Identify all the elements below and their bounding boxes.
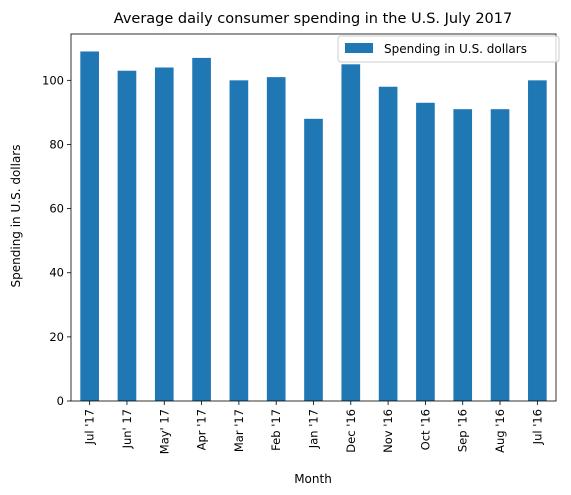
x-tick-label: Dec '16	[344, 409, 358, 453]
y-tick-label: 0	[57, 394, 64, 408]
x-tick-label: Jul '17	[83, 409, 97, 445]
x-axis-label: Month	[294, 472, 332, 486]
chart-title: Average daily consumer spending in the U…	[114, 11, 512, 27]
legend-swatch	[345, 43, 373, 53]
bar	[117, 70, 137, 401]
x-tick-label: Jan '17	[307, 409, 321, 449]
x-tick-label: Aug '16	[493, 409, 507, 453]
bar	[416, 102, 435, 401]
y-axis-label: Spending in U.S. dollars	[9, 145, 23, 288]
bar	[154, 67, 174, 401]
bar	[192, 57, 211, 402]
x-tick-label: Apr '17	[195, 409, 209, 450]
x-tick-label: Nov '16	[381, 409, 395, 453]
bar	[304, 118, 323, 401]
bar	[453, 109, 473, 402]
legend-box	[337, 35, 560, 63]
plot-area: 0 20 40 60 80 100 Jul '17 Jun' 17 May' 17 Apr '1…	[42, 33, 557, 454]
legend-label: Spending in U.S. dollars	[384, 42, 527, 56]
bar	[229, 80, 249, 402]
x-tick-label: Oct '16	[418, 409, 432, 450]
y-tick-label: 40	[49, 266, 64, 280]
bar	[266, 77, 286, 402]
bars-group	[80, 51, 547, 402]
x-tick-label: Feb '17	[269, 409, 283, 451]
bar	[80, 51, 99, 401]
bar	[528, 80, 547, 402]
x-tick-label: Sep '16	[456, 409, 470, 452]
x-tick-label: Jun' 17	[120, 409, 134, 449]
y-tick-label: 20	[49, 330, 64, 344]
x-tick-label: Mar '17	[232, 409, 246, 452]
bar	[341, 64, 361, 402]
x-tick-label: May' 17	[157, 409, 171, 454]
y-tick-label: 60	[49, 202, 64, 216]
x-axis: Jul '17 Jun' 17 May' 17 Apr '17 Mar '17 Feb '…	[83, 401, 544, 454]
y-axis: 0 20 40 60 80 100	[42, 73, 71, 408]
y-tick-label: 100	[42, 73, 64, 87]
x-tick-label: Jul '16	[530, 409, 544, 445]
bar	[490, 109, 510, 402]
y-tick-label: 80	[49, 137, 64, 151]
legend: Spending in U.S. dollars	[337, 35, 560, 63]
bar	[378, 86, 398, 401]
